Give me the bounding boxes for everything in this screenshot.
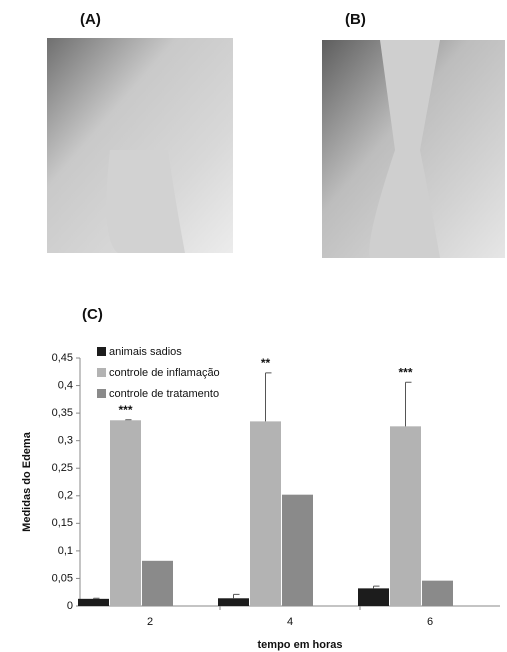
panel-label: (A)	[80, 11, 101, 28]
error-bar	[126, 420, 132, 421]
y-tick-label: 0,1	[58, 545, 73, 557]
y-tick-label: 0,15	[52, 517, 73, 529]
y-axis-title: Medidas do Edema	[21, 431, 33, 532]
bar	[422, 581, 453, 606]
error-bar	[266, 373, 272, 421]
error-bar	[406, 382, 412, 426]
bar	[110, 420, 141, 606]
bar	[390, 426, 421, 606]
error-bar	[94, 598, 100, 599]
y-tick-label: 0,4	[58, 379, 73, 391]
annotation: ***	[398, 365, 412, 379]
panel-label: (C)	[82, 306, 103, 323]
bar	[358, 588, 389, 606]
y-tick-label: 0,45	[52, 352, 73, 364]
x-tick-label: 4	[287, 616, 293, 628]
bar	[142, 561, 173, 606]
x-axis-title: tempo em horas	[258, 639, 343, 651]
y-tick-label: 0	[67, 600, 73, 612]
annotation: ***	[118, 403, 132, 417]
legend-swatch	[97, 368, 106, 377]
legend-swatch	[97, 389, 106, 398]
x-tick-label: 6	[427, 616, 433, 628]
legend-swatch	[97, 347, 106, 356]
legend-label: controle de inflamação	[109, 367, 220, 379]
y-tick-label: 0,3	[58, 435, 73, 447]
y-tick-label: 0,25	[52, 462, 73, 474]
x-tick-label: 2	[147, 616, 153, 628]
error-bar	[234, 594, 240, 598]
error-bar	[374, 586, 380, 588]
y-tick-label: 0,35	[52, 407, 73, 419]
panel-label: (B)	[345, 11, 366, 28]
y-tick-label: 0,2	[58, 490, 73, 502]
y-tick-label: 0,05	[52, 572, 73, 584]
bar	[250, 421, 281, 606]
annotation: **	[261, 356, 271, 370]
legend-label: controle de tratamento	[109, 388, 219, 400]
legend-label: animais sadios	[109, 346, 182, 358]
bar	[282, 495, 313, 606]
figure: (A) (B) (C) Medidas do Edema tempo em ho…	[0, 0, 507, 652]
bar	[78, 599, 109, 606]
bar	[218, 598, 249, 606]
